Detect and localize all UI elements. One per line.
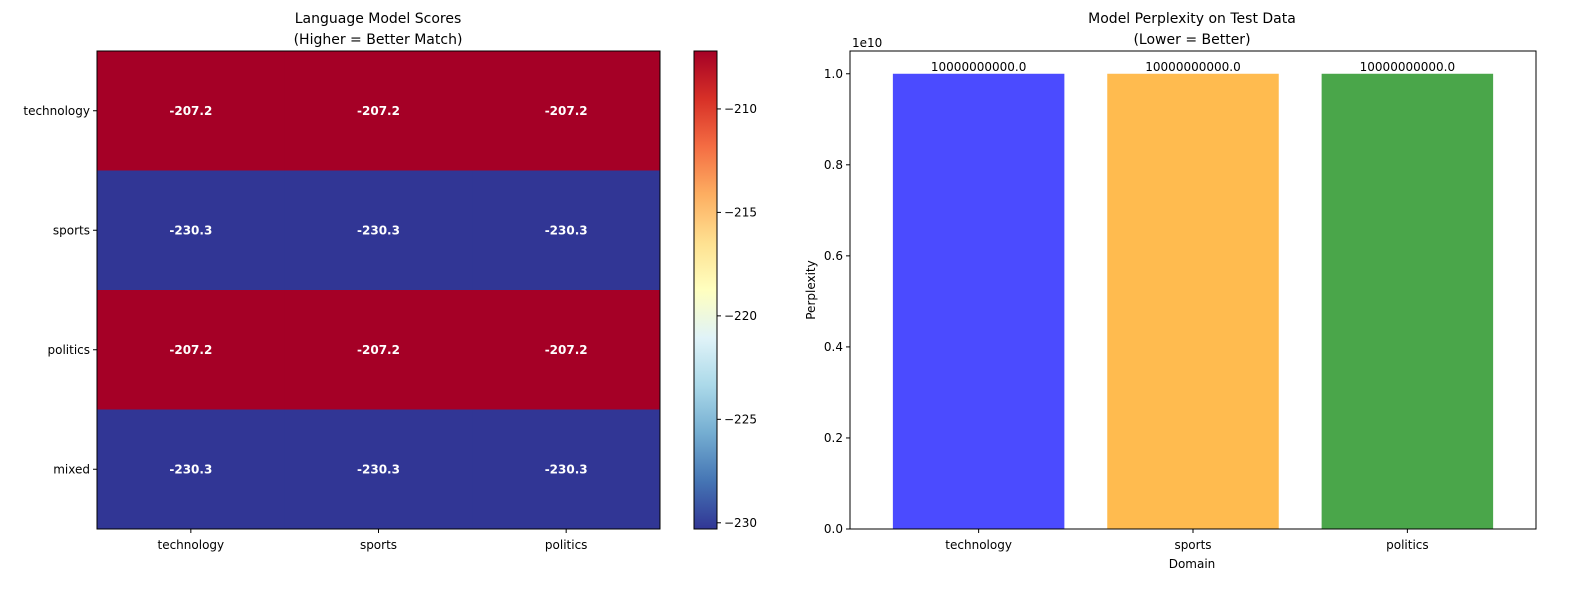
heatmap-cell-label: -207.2 <box>169 343 212 357</box>
heatmap-cell-label: -207.2 <box>545 343 588 357</box>
heatmap-cell <box>284 170 473 291</box>
bar-value-label: 10000000000.0 <box>931 60 1026 74</box>
row-tick-label: mixed <box>53 462 90 476</box>
bar-sports <box>1107 73 1279 529</box>
x-axis-label: Domain <box>1169 557 1216 571</box>
heatmap-cell <box>472 51 661 171</box>
column-tick-label: politics <box>545 538 588 552</box>
bar-value-label: 10000000000.0 <box>1145 60 1240 74</box>
bar-title: Model Perplexity on Test Data <box>1088 11 1296 27</box>
colorbar: −210 −215 −220 −225 −230 <box>693 50 757 530</box>
bar-value-label: 10000000000.0 <box>1360 60 1455 74</box>
bar-x-ticks: technology sports politics <box>945 529 1429 552</box>
heatmap-cell <box>472 170 661 291</box>
bar-value-labels: 10000000000.0 10000000000.0 10000000000.0 <box>931 60 1455 74</box>
row-tick-label: sports <box>53 223 90 237</box>
column-tick-label: technology <box>158 538 225 552</box>
colorbar-gradient <box>693 50 718 530</box>
x-tick-label: technology <box>945 538 1012 552</box>
heatmap-cell-label: -230.3 <box>545 462 588 476</box>
heatmap-cells <box>97 51 661 530</box>
heatmap-title: Language Model Scores <box>295 11 462 27</box>
heatmap-cell <box>97 290 286 410</box>
row-tick-label: technology <box>23 104 90 118</box>
heatmap-row-ticks: technology sports politics mixed <box>23 104 97 476</box>
bar-panel: Model Perplexity on Test Data (Lower = B… <box>804 11 1537 571</box>
heatmap-cell-label: -230.3 <box>545 223 588 237</box>
y-tick-label: 0.4 <box>824 340 843 354</box>
row-tick-label: politics <box>47 343 90 357</box>
heatmap-cell-label: -230.3 <box>169 462 212 476</box>
heatmap-cell-label: -207.2 <box>545 104 588 118</box>
heatmap-cell-label: -207.2 <box>169 104 212 118</box>
y-tick-label: 0.8 <box>824 158 843 172</box>
heatmap-cell <box>284 409 473 530</box>
heatmap-cell-label: -207.2 <box>357 343 400 357</box>
y-tick-label: 1.0 <box>824 67 843 81</box>
colorbar-tick-label: −220 <box>724 309 757 323</box>
bar-politics <box>1321 73 1494 529</box>
x-tick-label: sports <box>1174 538 1211 552</box>
colorbar-tick-label: −210 <box>724 102 757 116</box>
heatmap-cell-label: -230.3 <box>357 462 400 476</box>
heatmap-cell-label: -230.3 <box>169 223 212 237</box>
heatmap-cell <box>284 290 473 410</box>
y-tick-label: 0.0 <box>824 522 843 536</box>
heatmap-cell <box>472 409 661 530</box>
heatmap-column-ticks: technology sports politics <box>158 529 588 552</box>
column-tick-label: sports <box>360 538 397 552</box>
bar-y-ticks: 0.0 0.2 0.4 0.6 0.8 1.0 <box>824 67 850 536</box>
heatmap-cell <box>472 290 661 410</box>
colorbar-tick-label: −225 <box>724 412 757 426</box>
heatmap-cell-labels: -207.2 -207.2 -207.2 -230.3 -230.3 -230.3 -207… <box>169 104 587 477</box>
y-scale-note: 1e10 <box>852 36 882 50</box>
heatmap-cell <box>97 170 286 291</box>
bar-technology <box>892 73 1065 529</box>
bar-subtitle: (Lower = Better) <box>1133 32 1250 48</box>
heatmap-subtitle: (Higher = Better Match) <box>294 32 463 48</box>
y-axis-label: Perplexity <box>804 260 818 320</box>
colorbar-ticks: −210 −215 −220 −225 −230 <box>717 102 757 530</box>
heatmap-cell <box>97 51 286 171</box>
colorbar-tick-label: −215 <box>724 205 757 219</box>
colorbar-tick-label: −230 <box>724 516 757 530</box>
heatmap-cell <box>284 51 473 171</box>
heatmap-cell-label: -230.3 <box>357 223 400 237</box>
x-tick-label: politics <box>1386 538 1429 552</box>
y-tick-label: 0.6 <box>824 249 843 263</box>
bars <box>892 73 1494 529</box>
heatmap-cell-label: -207.2 <box>357 104 400 118</box>
heatmap-panel: Language Model Scores (Higher = Better M… <box>23 11 661 552</box>
y-tick-label: 0.2 <box>824 431 843 445</box>
heatmap-cell <box>97 409 286 530</box>
